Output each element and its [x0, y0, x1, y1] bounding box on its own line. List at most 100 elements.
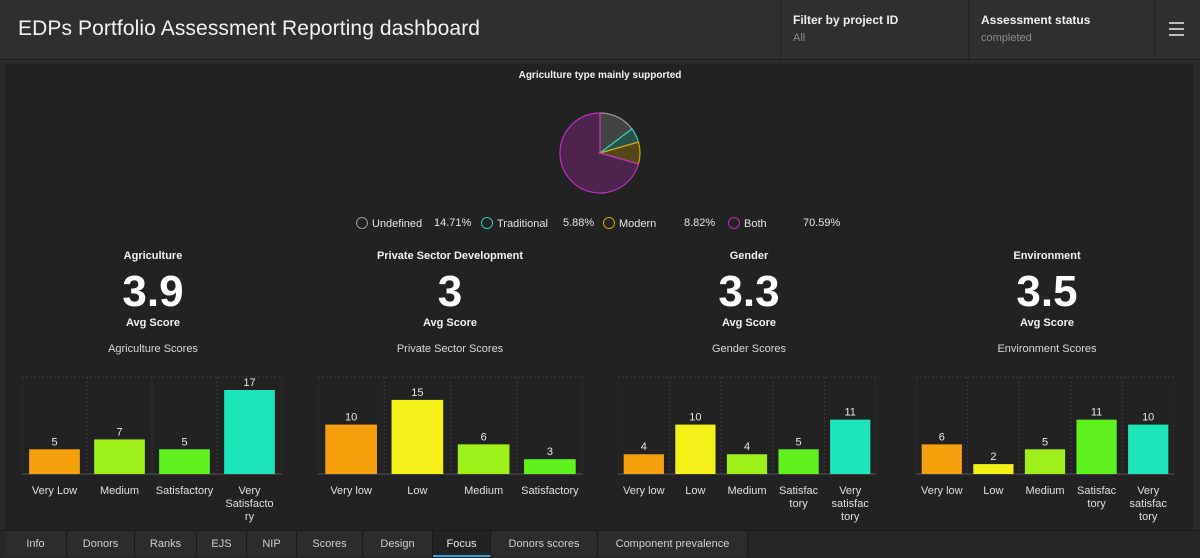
- tab-design[interactable]: Design: [363, 531, 433, 557]
- chart-grid: [916, 376, 1174, 474]
- tab-nip[interactable]: NIP: [247, 531, 297, 557]
- filter-project-id-label: Filter by project ID: [793, 13, 899, 27]
- bar-satisfactory[interactable]: [778, 449, 819, 474]
- tab-donors-scores[interactable]: Donors scores: [491, 531, 598, 557]
- bar-very-low[interactable]: [29, 449, 80, 474]
- legend-item-both[interactable]: Both: [728, 217, 767, 230]
- tab-scores[interactable]: Scores: [297, 531, 363, 557]
- hamburger-menu-icon[interactable]: [1154, 0, 1200, 59]
- legend-traditional-label: Traditional: [497, 218, 548, 230]
- bar-medium[interactable]: [726, 454, 768, 474]
- legend-modern-label: Modern: [619, 218, 657, 230]
- bar-very-satisfactory[interactable]: [830, 419, 871, 474]
- bar-value-label: 4: [641, 441, 647, 453]
- bar-value-label: 7: [116, 426, 122, 438]
- bar-low[interactable]: [675, 424, 716, 474]
- bar-value-label: 5: [51, 436, 57, 448]
- x-tick-label: Very Low: [32, 485, 77, 497]
- x-tick-label: Very: [238, 485, 261, 497]
- x-tick-label: Satisfacto: [225, 498, 273, 510]
- kpi-private-sector-subtitle: Avg Score: [422, 317, 477, 329]
- bar-value-label: 5: [796, 436, 802, 448]
- bar-medium[interactable]: [94, 439, 145, 474]
- agriculture-chart-title: Agriculture Scores: [108, 343, 198, 355]
- x-tick-label: Satisfac: [1077, 485, 1117, 497]
- filter-project-id-value: All: [793, 32, 806, 44]
- x-tick-label: Medium: [727, 485, 766, 497]
- kpi-private-sector-title: Private Sector Development: [376, 250, 524, 262]
- kpi-gender-value: 3.3: [718, 267, 780, 316]
- app-title: EDPs Portfolio Assessment Reporting dash…: [18, 17, 481, 40]
- bar-low[interactable]: [391, 399, 444, 474]
- legend-undefined-label: Undefined: [372, 218, 423, 230]
- x-tick-label: tory: [1139, 511, 1158, 523]
- tab-donors[interactable]: Donors: [67, 531, 135, 557]
- bar-very-low[interactable]: [921, 444, 962, 474]
- bar-very-low[interactable]: [325, 424, 377, 474]
- chart-grid: [318, 376, 583, 474]
- bar-satisfactory[interactable]: [524, 459, 576, 474]
- x-tick-label: Very low: [921, 485, 963, 497]
- bar-medium[interactable]: [457, 444, 510, 474]
- bar-medium[interactable]: [1024, 449, 1066, 474]
- tab-ejs[interactable]: EJS: [197, 531, 247, 557]
- bar-very-low[interactable]: [623, 454, 664, 474]
- bar-value-label: 2: [990, 451, 996, 463]
- bar-low[interactable]: [973, 464, 1014, 474]
- gender-chart-title: Gender Scores: [712, 343, 786, 355]
- filter-project-id[interactable]: Filter by project ID All: [780, 0, 968, 59]
- private-sector-chart-title: Private Sector Scores: [396, 343, 504, 355]
- kpi-gender-subtitle: Avg Score: [721, 317, 776, 329]
- bar-value-label: 3: [547, 446, 553, 458]
- kpi-agriculture: Agriculture 3.9 Avg Score Agriculture Sc…: [3, 248, 303, 355]
- tab-focus[interactable]: Focus: [433, 531, 491, 557]
- x-tick-label: tory: [841, 511, 860, 523]
- bar-value-label: 6: [939, 431, 945, 443]
- tab-ranks[interactable]: Ranks: [135, 531, 197, 557]
- chart-grid: [618, 376, 876, 474]
- bar-value-label: 5: [1042, 436, 1048, 448]
- x-tick-label: tory: [789, 498, 808, 510]
- kpi-agriculture-subtitle: Avg Score: [125, 317, 180, 329]
- x-tick-label: Low: [983, 485, 1003, 497]
- legend-item-traditional[interactable]: Traditional: [481, 217, 548, 230]
- bar-very-satisfactory[interactable]: [1128, 424, 1169, 474]
- x-tick-label: Satisfac: [779, 485, 819, 497]
- pie-chart-title: Agriculture type mainly supported: [518, 70, 682, 81]
- legend-undefined-dot-icon: [356, 217, 368, 229]
- legend-undefined-pct: 14.71%: [434, 217, 472, 229]
- kpi-environment-value: 3.5: [1016, 267, 1078, 316]
- bar-value-label: 11: [844, 407, 855, 419]
- bar-value-label: 4: [744, 441, 750, 453]
- x-tick-label: Satisfactory: [156, 485, 214, 497]
- bar-satisfactory[interactable]: [159, 449, 210, 474]
- x-tick-label: Medium: [1025, 485, 1064, 497]
- kpi-environment: Environment 3.5 Avg Score Environment Sc…: [897, 248, 1197, 355]
- kpi-agriculture-title: Agriculture: [123, 250, 183, 262]
- kpi-gender-title: Gender: [729, 250, 769, 262]
- tab-component-prevalence[interactable]: Component prevalence: [598, 531, 748, 557]
- agriculture-type-pie-chart: [559, 112, 641, 194]
- bottom-tab-bar: Info Donors Ranks EJS NIP Scores Design …: [0, 530, 1200, 558]
- filter-assessment-status[interactable]: Assessment status completed: [968, 0, 1154, 59]
- bar-value-label: 11: [1091, 407, 1102, 419]
- bar-value-label: 10: [345, 412, 357, 424]
- tab-info[interactable]: Info: [5, 531, 67, 557]
- legend-item-undefined[interactable]: Undefined: [356, 217, 422, 230]
- filter-assessment-status-label: Assessment status: [981, 13, 1091, 27]
- kpi-agriculture-value: 3.9: [122, 267, 184, 316]
- bar-satisfactory[interactable]: [1076, 419, 1117, 474]
- x-tick-label: satisfac: [832, 498, 870, 510]
- legend-both-pct: 70.59%: [803, 217, 841, 229]
- chart-grid: [22, 376, 282, 474]
- bar-value-label: 5: [181, 436, 187, 448]
- x-tick-label: satisfac: [1130, 498, 1168, 510]
- x-tick-label: Very: [839, 485, 862, 497]
- pie-slice-both[interactable]: [559, 112, 640, 194]
- bar-value-label: 10: [1142, 412, 1154, 424]
- bar-very-satisfactory[interactable]: [224, 390, 275, 474]
- legend-item-modern[interactable]: Modern: [603, 217, 656, 230]
- kpi-environment-subtitle: Avg Score: [1019, 317, 1074, 329]
